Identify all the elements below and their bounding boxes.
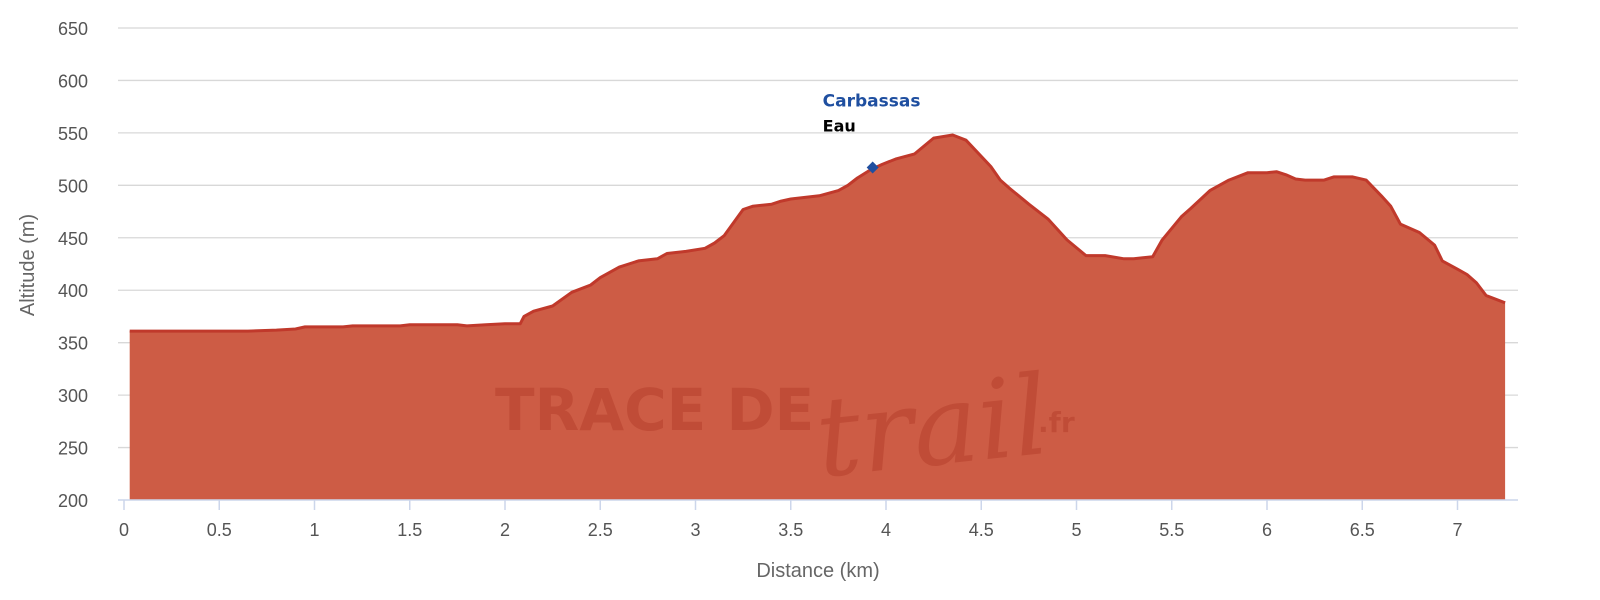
- x-tick-label: 0: [119, 520, 129, 540]
- y-tick-label: 400: [58, 281, 88, 301]
- watermark-suffix: .fr: [1038, 406, 1075, 439]
- y-tick-label: 500: [58, 176, 88, 196]
- x-tick-label: 5: [1071, 520, 1081, 540]
- waypoint-type: Eau: [823, 117, 856, 136]
- x-tick-label: 4: [881, 520, 891, 540]
- waypoint-marker[interactable]: [866, 161, 879, 174]
- y-tick-label: 550: [58, 124, 88, 144]
- elevation-line: [129, 133, 1506, 333]
- elevation-area: [129, 135, 1506, 500]
- y-tick-label: 350: [58, 334, 88, 354]
- x-tick-label: 1: [309, 520, 319, 540]
- watermark-logo: TRACE DE trail .fr: [495, 351, 1075, 503]
- x-tick-label: 0.5: [207, 520, 232, 540]
- x-ticks: 0 0.5 1 1.5 2 2.5 3 3.5 4 4.5 5 5.5 6 6.5 7: [119, 500, 1463, 540]
- y-tick-label: 600: [58, 71, 88, 91]
- x-tick-label: 6: [1262, 520, 1272, 540]
- y-tick-label: 200: [58, 491, 88, 511]
- waypoint-name: Carbassas: [823, 92, 921, 112]
- y-tick-labels: 200 250 300 350 400 450 500 550 600 650: [58, 19, 88, 511]
- waypoint-annotations: Carbassas Eau: [823, 92, 921, 174]
- x-tick-label: 7: [1452, 520, 1462, 540]
- x-axis-title: Distance (km): [756, 560, 879, 582]
- x-tick-label: 3.5: [778, 520, 803, 540]
- watermark-script: trail: [810, 351, 1055, 503]
- x-tick-label: 2.5: [588, 520, 613, 540]
- x-tick-label: 6.5: [1350, 520, 1375, 540]
- y-tick-label: 250: [58, 439, 88, 459]
- x-tick-label: 1.5: [397, 520, 422, 540]
- y-tick-label: 450: [58, 229, 88, 249]
- y-axis-title: Altitude (m): [17, 214, 39, 316]
- x-tick-label: 2: [500, 520, 510, 540]
- x-axis: 0 0.5 1 1.5 2 2.5 3 3.5 4 4.5 5 5.5 6 6.5 7: [118, 499, 1518, 540]
- x-tick-label: 3: [690, 520, 700, 540]
- y-tick-label: 650: [58, 19, 88, 39]
- watermark-text: TRACE DE: [495, 376, 814, 444]
- x-tick-label: 4.5: [969, 520, 994, 540]
- x-tick-label: 5.5: [1159, 520, 1184, 540]
- y-tick-label: 300: [58, 386, 88, 406]
- elevation-area-fill: [129, 135, 1506, 500]
